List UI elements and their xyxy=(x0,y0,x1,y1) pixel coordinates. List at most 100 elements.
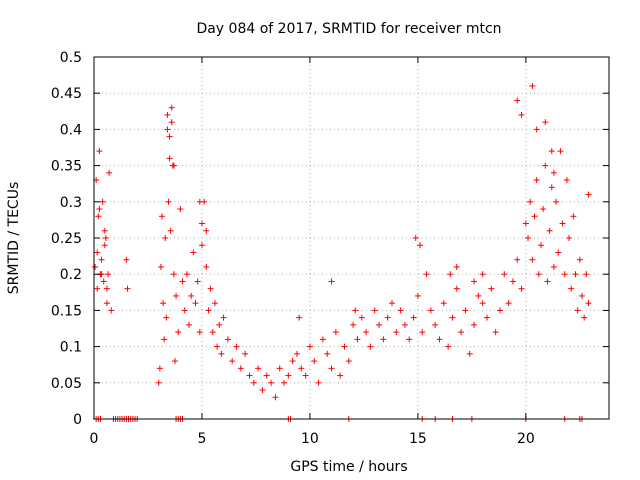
x-tick-label: 15 xyxy=(409,431,427,447)
data-point xyxy=(380,336,387,343)
grid xyxy=(94,57,609,419)
data-point xyxy=(376,321,383,328)
data-point xyxy=(157,263,164,270)
y-tick-label: 0.5 xyxy=(60,50,82,66)
data-point xyxy=(289,358,296,365)
data-point xyxy=(102,235,109,241)
data-point xyxy=(458,329,465,336)
data-point xyxy=(220,314,227,321)
data-point xyxy=(419,329,426,336)
y-tick-label: 0.4 xyxy=(60,122,82,138)
data-point xyxy=(518,285,525,292)
data-point xyxy=(505,300,512,307)
data-point xyxy=(533,177,540,184)
data-point xyxy=(427,307,434,314)
data-point xyxy=(186,321,193,328)
data-point xyxy=(324,350,331,357)
data-point xyxy=(105,271,112,278)
data-point xyxy=(559,220,566,227)
data-point xyxy=(471,278,478,285)
y-tick-label: 0.2 xyxy=(60,267,82,283)
data-point xyxy=(514,97,521,104)
data-point xyxy=(337,372,344,379)
data-point xyxy=(255,365,262,372)
data-point xyxy=(576,256,583,263)
data-point xyxy=(483,314,490,321)
data-point xyxy=(568,285,575,292)
data-point xyxy=(302,372,309,379)
data-point xyxy=(99,198,106,205)
data-point xyxy=(496,307,503,314)
x-tick-label: 20 xyxy=(517,431,535,447)
data-point xyxy=(194,278,201,285)
data-point xyxy=(175,329,182,336)
data-point xyxy=(233,343,240,350)
data-point xyxy=(311,358,318,365)
data-point xyxy=(328,278,335,285)
data-point xyxy=(414,292,421,299)
data-point xyxy=(306,343,313,350)
data-point xyxy=(388,300,395,307)
data-point xyxy=(263,372,270,379)
data-point xyxy=(585,191,592,198)
data-point xyxy=(535,271,542,278)
data-point xyxy=(214,343,221,350)
data-point xyxy=(173,292,180,299)
data-point xyxy=(529,256,536,263)
data-point xyxy=(156,365,163,372)
data-point xyxy=(181,307,188,314)
data-point xyxy=(542,162,549,169)
data-point xyxy=(401,321,408,328)
data-point xyxy=(272,394,279,401)
data-point xyxy=(544,278,551,285)
data-point xyxy=(579,292,586,299)
data-point xyxy=(103,285,110,292)
data-point xyxy=(492,329,499,336)
data-point xyxy=(168,104,175,111)
data-point xyxy=(123,256,130,263)
data-point xyxy=(296,314,303,321)
data-point xyxy=(242,350,249,357)
data-point xyxy=(453,285,460,292)
data-point xyxy=(259,387,266,394)
data-point xyxy=(203,263,210,270)
data-point xyxy=(449,314,456,321)
plot-frame xyxy=(93,56,610,420)
data-point xyxy=(548,184,555,191)
data-point xyxy=(367,343,374,350)
data-point xyxy=(363,329,370,336)
data-point xyxy=(546,227,553,234)
data-point xyxy=(410,314,417,321)
data-point xyxy=(570,213,577,220)
data-point xyxy=(198,242,205,249)
data-point xyxy=(164,126,171,133)
data-point xyxy=(436,336,443,343)
data-point xyxy=(412,235,419,241)
data-point xyxy=(229,358,236,365)
data-point xyxy=(268,379,275,386)
data-point xyxy=(101,227,108,234)
data-point xyxy=(319,336,326,343)
y-tick-label: 0.3 xyxy=(60,195,82,211)
data-point xyxy=(525,235,532,241)
data-point xyxy=(533,126,540,133)
data-point xyxy=(205,307,212,314)
data-point xyxy=(328,365,335,372)
data-point xyxy=(298,365,305,372)
data-point xyxy=(166,133,173,140)
data-point xyxy=(384,314,391,321)
data-point xyxy=(161,336,168,343)
data-point xyxy=(196,198,203,205)
data-point xyxy=(224,336,231,343)
data-point xyxy=(358,314,365,321)
data-point xyxy=(281,379,288,386)
data-point xyxy=(101,242,108,249)
x-axis-label: GPS time / hours xyxy=(290,459,407,475)
data-point xyxy=(96,206,103,213)
data-point xyxy=(106,169,113,176)
data-point xyxy=(345,358,352,365)
data-point xyxy=(177,206,184,213)
data-point xyxy=(479,300,486,307)
data-point xyxy=(501,271,508,278)
data-point xyxy=(471,321,478,328)
